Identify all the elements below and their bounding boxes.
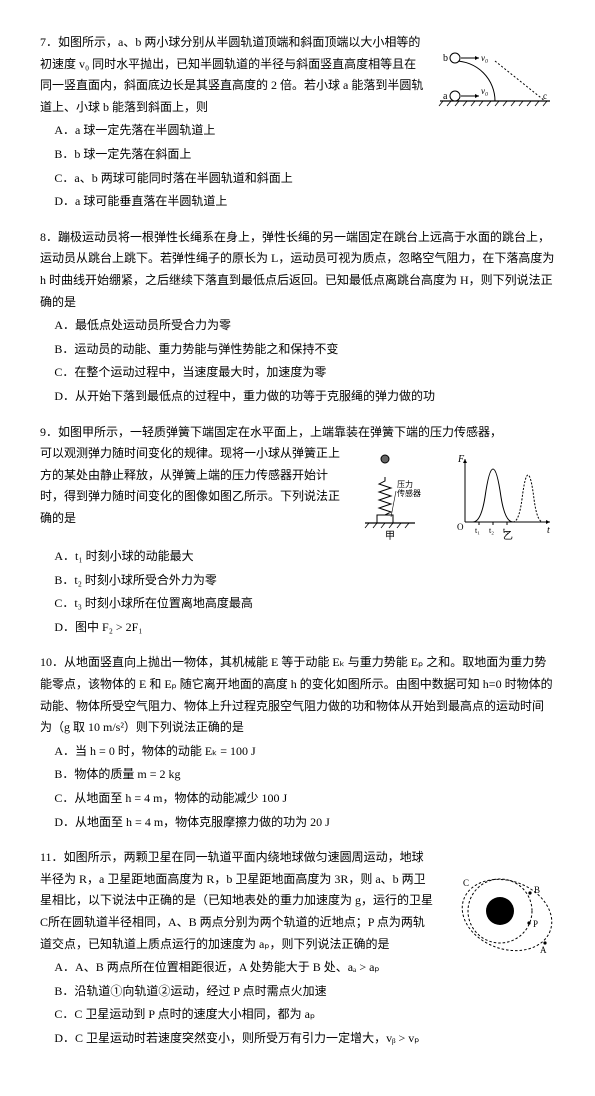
q11-label-a: A bbox=[540, 945, 547, 955]
q10-opt-d: D．从地面至 h = 4 m，物体克服摩擦力做的功为 20 J bbox=[54, 812, 555, 834]
q9-right-caption: 乙 bbox=[503, 530, 513, 542]
q9-sensor-label1: 压力 bbox=[397, 479, 413, 489]
q9-sensor-label2: 传感器 bbox=[397, 488, 421, 498]
q9-ylabel: F bbox=[457, 454, 465, 465]
q9-opt-c: C．t₃ 时刻小球所在位置离地高度最高 bbox=[54, 593, 555, 615]
q8-stem: 8．蹦极运动员将一根弹性长绳系在身上，弹性长绳的另一端固定在跳台上远高于水面的跳… bbox=[40, 227, 555, 313]
q11-opt-d: D．C 卫星运动时若速度突然变小，则所受万有引力一定增大，vᵦ > vₚ bbox=[54, 1028, 555, 1050]
q8-opt-d: D．从开始下落到最低点的过程中，重力做的功等于克服绳的弹力做的功 bbox=[54, 386, 555, 408]
q8-opt-b: B．运动员的动能、重力势能与弹性势能之和保持不变 bbox=[54, 339, 555, 361]
q11-opt-b: B．沿轨道①向轨道②运动，经过 P 点时需点火加速 bbox=[54, 981, 555, 1003]
q11-figure: B P A C bbox=[445, 851, 555, 961]
q9-xlabel: t bbox=[547, 525, 550, 536]
q7-options: A．a 球一定先落在半圆轨道上 B．b 球一定先落在斜面上 C．a、b 两球可能… bbox=[40, 120, 555, 212]
q7-label-a: a bbox=[443, 91, 448, 102]
q10-stem: 10．从地面竖直向上抛出一物体，其机械能 E 等于动能 Eₖ 与重力势能 Eₚ … bbox=[40, 652, 555, 738]
q11-opt-c: C．C 卫星运动到 P 点时的速度大小相同，都为 aₚ bbox=[54, 1004, 555, 1026]
q9-options: A．t₁ 时刻小球的动能最大 B．t₂ 时刻小球所受合外力为零 C．t₃ 时刻小… bbox=[40, 546, 555, 638]
q11-label-b: B bbox=[534, 885, 540, 895]
q9-t2: t₂ bbox=[489, 526, 494, 535]
q7-opt-d: D．a 球可能垂直落在半圆轨道上 bbox=[54, 191, 555, 213]
q9-origin: O bbox=[457, 522, 464, 532]
q10-opt-a: A．当 h = 0 时，物体的动能 Eₖ = 100 J bbox=[54, 741, 555, 763]
question-8: 8．蹦极运动员将一根弹性长绳系在身上，弹性长绳的另一端固定在跳台上远高于水面的跳… bbox=[40, 227, 555, 408]
q11-label-c: C bbox=[463, 878, 469, 888]
q7-label-b: b bbox=[443, 53, 448, 64]
q9-figure: 压力 传感器 甲 F t O t₁ t₂ t₃ 乙 bbox=[355, 447, 555, 542]
q9-spring-icon bbox=[379, 477, 391, 515]
q7-opt-c: C．a、b 两球可能同时落在半圆轨道和斜面上 bbox=[54, 168, 555, 190]
q8-opt-a: A．最低点处运动员所受合力为零 bbox=[54, 315, 555, 337]
q9-opt-b: B．t₂ 时刻小球所受合外力为零 bbox=[54, 570, 555, 592]
q7-v0-b: v₀ bbox=[481, 53, 488, 63]
q7-label-c: c bbox=[543, 91, 547, 101]
question-10: 10．从地面竖直向上抛出一物体，其机械能 E 等于动能 Eₖ 与重力势能 Eₚ … bbox=[40, 652, 555, 833]
q9-ball-icon bbox=[381, 455, 389, 463]
q8-options: A．最低点处运动员所受合力为零 B．运动员的动能、重力势能与弹性势能之和保持不变… bbox=[40, 315, 555, 407]
q8-opt-c: C．在整个运动过程中，当速度最大时，加速度为零 bbox=[54, 362, 555, 384]
q11-label-p: P bbox=[533, 919, 538, 929]
q7-figure: b v₀ a v₀ c bbox=[435, 36, 555, 116]
q10-options: A．当 h = 0 时，物体的动能 Eₖ = 100 J B．物体的质量 m =… bbox=[40, 741, 555, 833]
q7-opt-a: A．a 球一定先落在半圆轨道上 bbox=[54, 120, 555, 142]
q11-earth-icon bbox=[486, 897, 514, 925]
q9-opt-a: A．t₁ 时刻小球的动能最大 bbox=[54, 546, 555, 568]
q9-opt-d: D．图中 F₂ > 2F₁ bbox=[54, 617, 555, 639]
q9-sensor-box bbox=[377, 515, 393, 523]
q7-opt-b: B．b 球一定先落在斜面上 bbox=[54, 144, 555, 166]
question-11: B P A C 11．如图所示，两颗卫星在同一轨道平面内绕地球做匀速圆周运动，地… bbox=[40, 847, 555, 1049]
question-7: b v₀ a v₀ c 7．如图所示，a、b 两小球分别从半圆轨道顶端和斜面顶端… bbox=[40, 32, 555, 213]
question-9: 9．如图甲所示，一轻质弹簧下端固定在水平面上，上端靠装在弹簧下端的压力传感器， … bbox=[40, 422, 555, 639]
q11-options: A．A、B 两点所在位置相距很近，A 处势能大于 B 处、aₐ > aₚ B．沿… bbox=[40, 957, 555, 1049]
q9-t1: t₁ bbox=[475, 526, 480, 535]
q10-opt-c: C．从地面至 h = 4 m，物体的动能减少 100 J bbox=[54, 788, 555, 810]
q9-left-caption: 甲 bbox=[385, 531, 395, 542]
q9-stem1: 9．如图甲所示，一轻质弹簧下端固定在水平面上，上端靠装在弹簧下端的压力传感器， bbox=[40, 422, 555, 444]
q7-v0-a: v₀ bbox=[481, 86, 488, 96]
q10-opt-b: B．物体的质量 m = 2 kg bbox=[54, 764, 555, 786]
